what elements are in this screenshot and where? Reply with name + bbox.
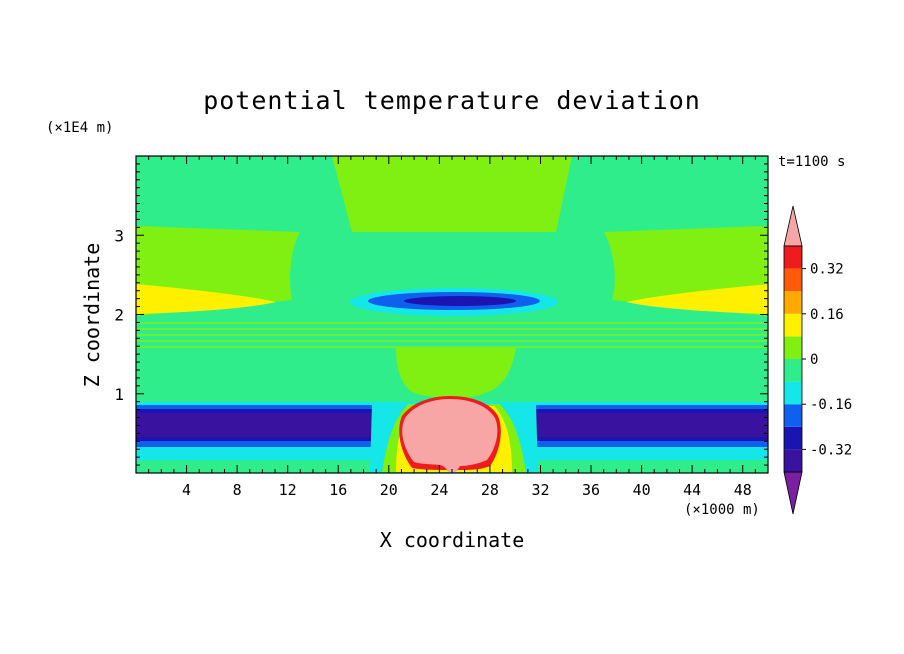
- y-ticks: 1 2 3: [114, 163, 768, 466]
- x-tick-label: 20: [380, 481, 398, 499]
- y-tick-label: 1: [114, 385, 124, 404]
- colorbar-swatch: [784, 426, 802, 450]
- upper-positive-column: [332, 156, 572, 232]
- x-axis-label: X coordinate: [379, 528, 525, 552]
- bubble-halo-cyan: [370, 404, 408, 472]
- x-tick-label: 16: [329, 481, 347, 499]
- y-axis-unit: (×1E4 m): [46, 120, 114, 136]
- colorbar-extend-high: [783, 205, 803, 247]
- colorbar-label: 0.32: [810, 262, 844, 278]
- colorbar-swatch: [784, 268, 802, 292]
- x-tick-label: 8: [233, 481, 242, 499]
- x-tick-label: 28: [481, 481, 499, 499]
- x-tick-label: 48: [734, 481, 752, 499]
- x-tick-label: 24: [430, 481, 448, 499]
- colorbar-swatch: [784, 404, 802, 427]
- colorbar-label: 0.16: [810, 307, 844, 323]
- colorbar-label: 0: [810, 352, 818, 368]
- y-tick-label: 2: [114, 306, 124, 325]
- colorbar-extend-low: [783, 471, 803, 515]
- colorbar: 0.32 0.16 0 -0.16 -0.32: [783, 205, 852, 515]
- colorbar-label: -0.16: [810, 397, 852, 413]
- colorbar-swatch: [784, 381, 802, 405]
- colorbar-label: -0.32: [810, 442, 852, 458]
- cold-lens-inner: [404, 296, 516, 306]
- colorbar-swatch: [784, 336, 802, 359]
- chart-title: potential temperature deviation: [203, 86, 701, 115]
- time-label: t=1100 s: [778, 154, 846, 170]
- right-warm-tongue: [626, 284, 768, 314]
- x-axis-unit: (×1000 m): [684, 502, 760, 518]
- y-tick-label: 3: [114, 226, 124, 245]
- x-tick-label: 40: [633, 481, 651, 499]
- colorbar-swatch: [784, 291, 802, 314]
- x-tick-label: 4: [182, 481, 191, 499]
- bubble-halo-cyan-r: [500, 404, 538, 472]
- colorbar-swatch: [784, 359, 802, 382]
- middle-positive-column: [396, 348, 516, 398]
- x-ticks: 4 8 12 16 20 24 28 32 36 40 44 48: [148, 156, 756, 499]
- warm-bubble-core: [402, 399, 498, 472]
- colorbar-swatch: [784, 313, 802, 337]
- x-tick-label: 36: [582, 481, 600, 499]
- x-tick-label: 12: [279, 481, 297, 499]
- left-warm-tongue: [136, 284, 276, 314]
- contour-field: [136, 156, 768, 473]
- colorbar-swatch: [784, 449, 802, 472]
- x-tick-label: 44: [683, 481, 701, 499]
- x-tick-label: 32: [531, 481, 549, 499]
- band-lines: [136, 322, 768, 348]
- colorbar-swatch: [784, 246, 802, 269]
